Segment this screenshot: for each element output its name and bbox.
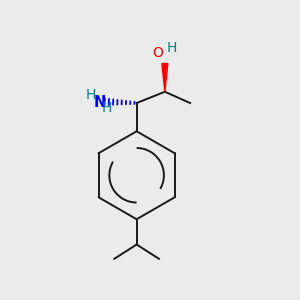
Text: H: H: [166, 41, 177, 55]
Polygon shape: [162, 64, 168, 92]
Text: O: O: [152, 46, 163, 60]
Text: N: N: [93, 94, 106, 110]
Text: H: H: [86, 88, 96, 102]
Text: H: H: [101, 101, 112, 115]
